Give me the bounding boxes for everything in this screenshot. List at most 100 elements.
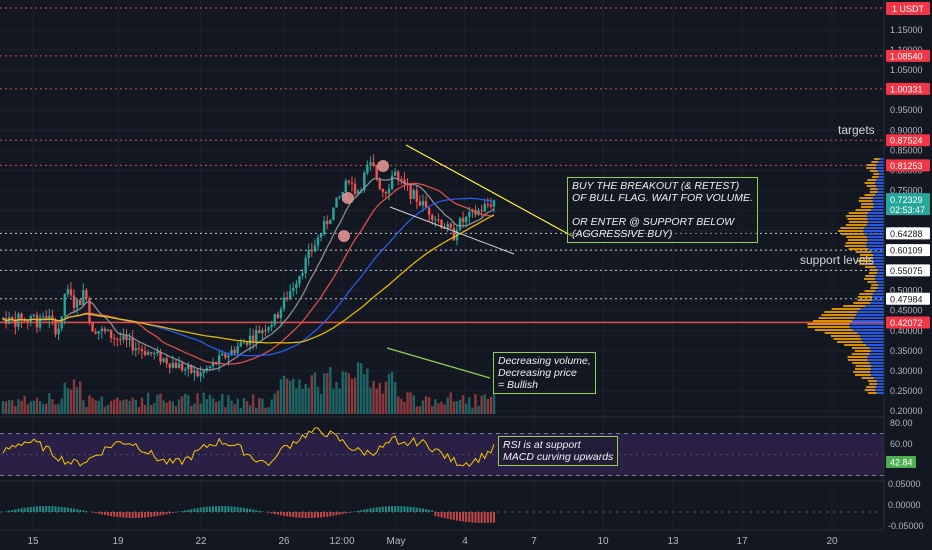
candle-body[interactable] bbox=[443, 227, 446, 229]
candle-body[interactable] bbox=[217, 355, 221, 365]
candle-body[interactable] bbox=[255, 330, 258, 342]
candle-body[interactable] bbox=[409, 185, 412, 199]
candle-body[interactable] bbox=[313, 245, 317, 252]
candle-body[interactable] bbox=[424, 200, 428, 208]
candle-body[interactable] bbox=[431, 215, 434, 221]
level-label-bg[interactable] bbox=[886, 82, 930, 95]
candle-body[interactable] bbox=[273, 314, 276, 325]
candle-body[interactable] bbox=[298, 275, 301, 284]
candle-body[interactable] bbox=[335, 197, 338, 208]
candle-body[interactable] bbox=[492, 200, 496, 207]
candle-body[interactable] bbox=[45, 316, 48, 320]
level-label-bg[interactable] bbox=[886, 134, 930, 147]
candle-body[interactable] bbox=[221, 353, 224, 356]
candle-body[interactable] bbox=[295, 283, 298, 289]
candle-body[interactable] bbox=[239, 342, 242, 347]
candle-body[interactable] bbox=[248, 335, 252, 345]
candle-body[interactable] bbox=[427, 207, 431, 216]
candle-body[interactable] bbox=[168, 363, 171, 368]
candle-body[interactable] bbox=[397, 171, 400, 179]
candle-body[interactable] bbox=[23, 320, 26, 322]
candle-body[interactable] bbox=[227, 355, 230, 358]
candle-body[interactable] bbox=[465, 216, 468, 223]
candle-body[interactable] bbox=[140, 348, 144, 352]
candle-body[interactable] bbox=[338, 196, 341, 198]
candle-body[interactable] bbox=[109, 329, 113, 338]
candle-body[interactable] bbox=[251, 335, 255, 342]
candle-body[interactable] bbox=[103, 328, 107, 332]
candle-body[interactable] bbox=[245, 342, 249, 345]
time-axis[interactable]: 15 19 22 26 12:00 May 4 7 10 13 17 20 bbox=[27, 536, 838, 547]
level-label-bg[interactable] bbox=[886, 316, 930, 329]
candle-body[interactable] bbox=[437, 219, 440, 221]
candle-body[interactable] bbox=[421, 200, 425, 206]
candle-body[interactable] bbox=[128, 338, 131, 341]
candle-body[interactable] bbox=[344, 180, 347, 193]
candle-body[interactable] bbox=[267, 327, 270, 331]
candle-body[interactable] bbox=[38, 317, 42, 328]
candle-body[interactable] bbox=[285, 297, 289, 300]
candle-body[interactable] bbox=[57, 328, 60, 335]
candle-body[interactable] bbox=[288, 291, 292, 300]
candle-body[interactable] bbox=[69, 289, 73, 296]
level-label-bg[interactable] bbox=[886, 49, 930, 62]
candle-body[interactable] bbox=[310, 250, 314, 252]
candle-body[interactable] bbox=[400, 178, 403, 180]
candle-body[interactable] bbox=[159, 351, 162, 362]
candle-body[interactable] bbox=[360, 189, 363, 191]
candle-body[interactable] bbox=[122, 335, 125, 340]
candle-body[interactable] bbox=[60, 316, 63, 329]
candle-body[interactable] bbox=[26, 320, 29, 322]
candle-body[interactable] bbox=[94, 331, 97, 334]
candle-body[interactable] bbox=[150, 351, 153, 354]
candle-body[interactable] bbox=[301, 273, 304, 276]
candle-body[interactable] bbox=[418, 201, 422, 206]
candle-body[interactable] bbox=[350, 182, 354, 184]
volume-note[interactable]: Decreasing volume, Decreasing price = Bu… bbox=[493, 352, 596, 394]
candle-body[interactable] bbox=[480, 210, 483, 212]
candle-body[interactable] bbox=[88, 298, 91, 323]
candle-body[interactable] bbox=[63, 293, 66, 317]
candle-body[interactable] bbox=[406, 183, 409, 186]
candle-body[interactable] bbox=[279, 309, 283, 319]
candle-body[interactable] bbox=[211, 361, 215, 367]
candle-body[interactable] bbox=[372, 162, 375, 167]
candle-body[interactable] bbox=[242, 342, 246, 344]
candle-body[interactable] bbox=[403, 179, 406, 184]
candle-body[interactable] bbox=[91, 322, 94, 332]
candle-body[interactable] bbox=[106, 329, 110, 332]
price-axis[interactable]: 1 USDT1.150001.100001.050000.950000.9000… bbox=[883, 0, 932, 550]
level-label-bg[interactable] bbox=[886, 264, 930, 277]
breakout-note[interactable]: BUY THE BREAKOUT (& RETEST) OF BULL FLAG… bbox=[567, 177, 758, 243]
candle-body[interactable] bbox=[440, 219, 443, 228]
level-label-bg[interactable] bbox=[886, 244, 930, 257]
candle-body[interactable] bbox=[258, 330, 261, 334]
candle-body[interactable] bbox=[7, 317, 11, 324]
candle-body[interactable] bbox=[119, 339, 122, 341]
candle-body[interactable] bbox=[316, 237, 320, 246]
candle-body[interactable] bbox=[97, 331, 100, 334]
candle-body[interactable] bbox=[461, 217, 465, 223]
candle-body[interactable] bbox=[224, 353, 227, 358]
candle-body[interactable] bbox=[329, 220, 332, 225]
candle-body[interactable] bbox=[54, 320, 57, 335]
candle-body[interactable] bbox=[48, 315, 51, 320]
candle-body[interactable] bbox=[11, 317, 14, 319]
candle-body[interactable] bbox=[134, 348, 137, 351]
level-label-bg[interactable] bbox=[886, 159, 930, 172]
pin-markers[interactable] bbox=[338, 160, 389, 242]
candle-body[interactable] bbox=[384, 191, 388, 194]
candle-body[interactable] bbox=[66, 289, 70, 294]
candle-body[interactable] bbox=[449, 223, 452, 228]
candle-body[interactable] bbox=[183, 369, 187, 371]
candle-body[interactable] bbox=[477, 210, 480, 215]
candle-body[interactable] bbox=[51, 315, 54, 321]
candle-body[interactable] bbox=[347, 180, 351, 183]
candle-body[interactable] bbox=[85, 290, 88, 299]
candle-body[interactable] bbox=[180, 363, 184, 371]
candle-body[interactable] bbox=[153, 353, 156, 355]
candle-body[interactable] bbox=[276, 314, 280, 319]
candle-body[interactable] bbox=[125, 335, 128, 341]
candle-body[interactable] bbox=[307, 250, 310, 259]
candle-body[interactable] bbox=[233, 349, 236, 354]
